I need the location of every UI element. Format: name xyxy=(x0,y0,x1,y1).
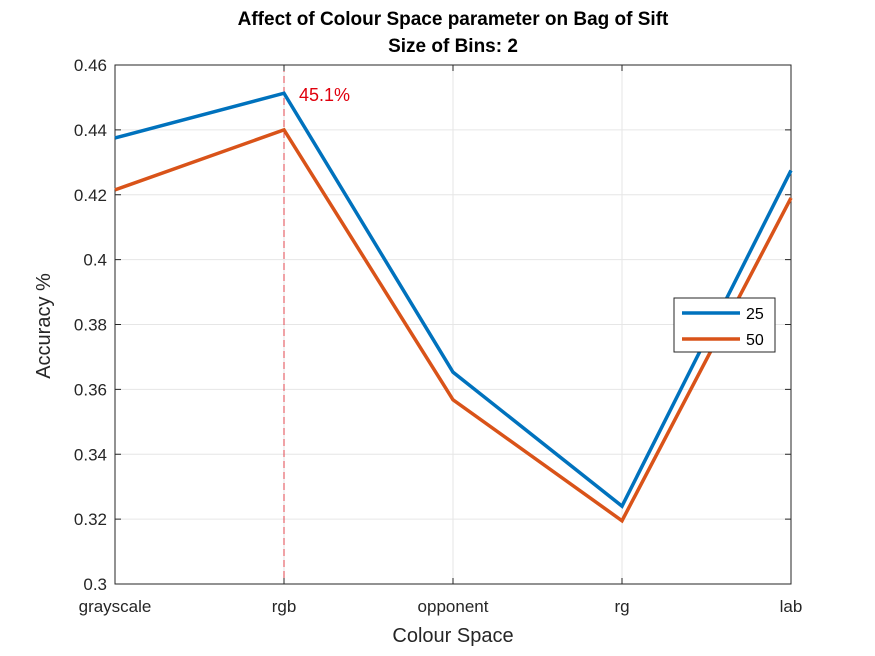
peak-annotation: 45.1% xyxy=(299,85,350,105)
y-tick-label: 0.46 xyxy=(74,56,107,75)
x-tick-label-lab: lab xyxy=(780,597,803,616)
y-tick-labels: 0.3 0.32 0.34 0.36 0.38 0.4 0.42 0.44 0.46 xyxy=(74,56,791,594)
x-tick-label-opponent: opponent xyxy=(418,597,489,616)
y-tick-label: 0.38 xyxy=(74,316,107,335)
y-tick-label: 0.3 xyxy=(83,575,107,594)
y-tick-label: 0.34 xyxy=(74,445,107,464)
x-axis-label: Colour Space xyxy=(392,625,513,647)
x-tick-label-rgb: rgb xyxy=(272,597,297,616)
y-tick-label: 0.42 xyxy=(74,186,107,205)
y-tick-label: 0.32 xyxy=(74,510,107,529)
legend: 25 50 xyxy=(673,297,776,353)
legend-label-25: 25 xyxy=(746,306,764,323)
y-tick-label: 0.36 xyxy=(74,380,107,399)
series-line-25 xyxy=(114,91,793,509)
x-tick-labels: grayscale rgb opponent rg lab xyxy=(79,65,803,616)
legend-label-50: 50 xyxy=(746,332,764,349)
x-tick-label-rg: rg xyxy=(614,597,629,616)
series-lines xyxy=(114,91,793,524)
series-line-50 xyxy=(114,127,793,524)
y-tick-label: 0.44 xyxy=(74,121,107,140)
chart-subtitle: Size of Bins: 2 xyxy=(388,36,518,57)
chart-title: Affect of Colour Space parameter on Bag … xyxy=(238,9,669,30)
x-tick-label-grayscale: grayscale xyxy=(79,597,152,616)
legend-box xyxy=(673,297,776,353)
y-tick-label: 0.4 xyxy=(83,251,107,270)
y-axis-label: Accuracy % xyxy=(33,273,55,379)
